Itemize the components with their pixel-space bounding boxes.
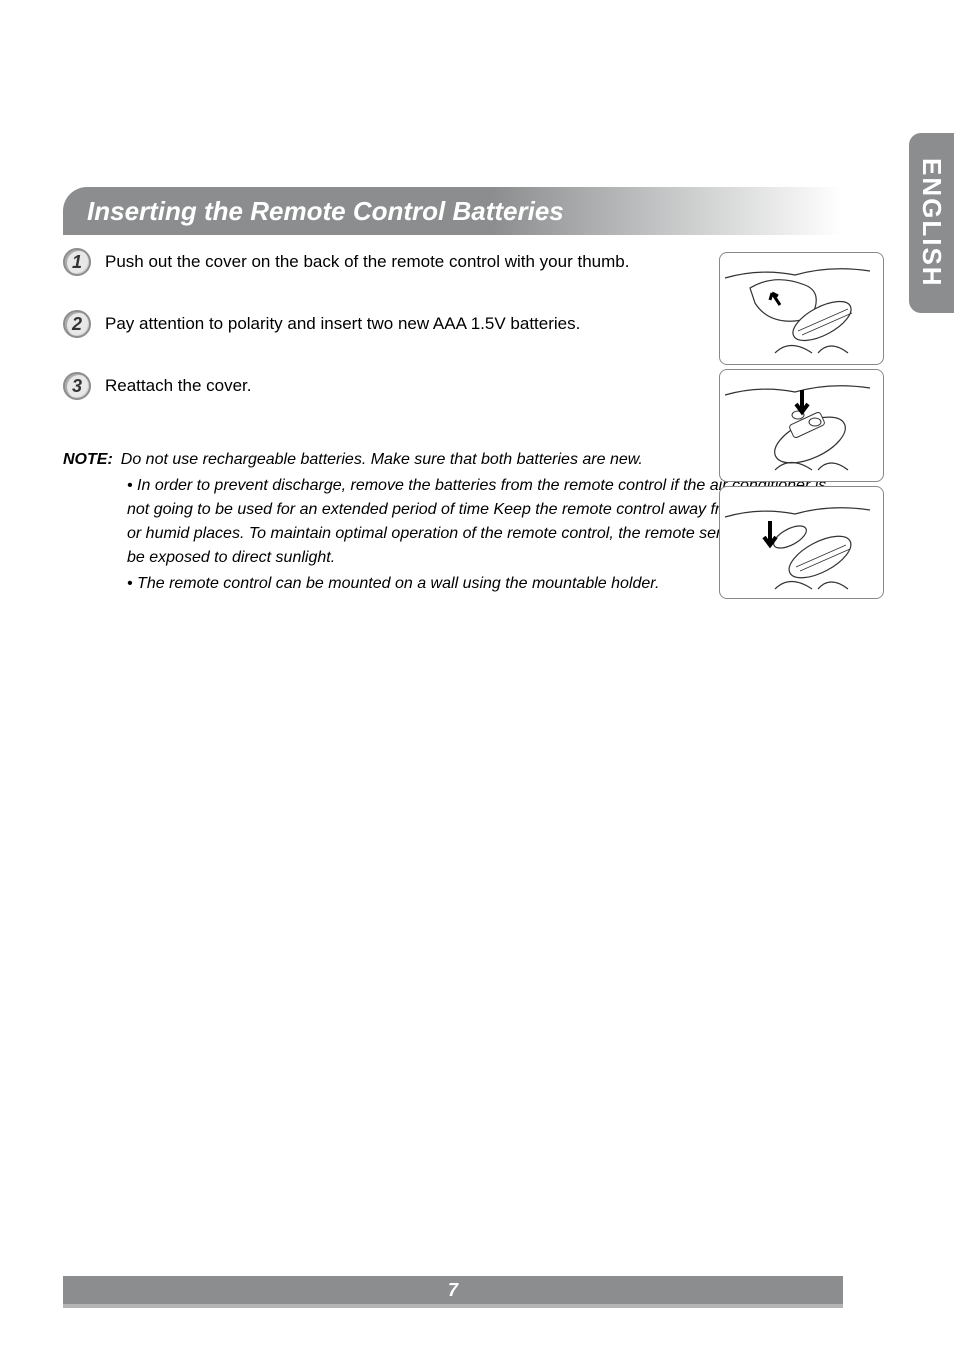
page-number: 7 [448, 1280, 458, 1301]
language-tab: ENGLISH [909, 133, 954, 313]
step-text: Reattach the cover. [105, 372, 251, 400]
step-number-badge: 3 [63, 372, 91, 400]
manual-page: ENGLISH Inserting the Remote Control Bat… [0, 0, 954, 1367]
step-row: 2 Pay attention to polarity and insert t… [63, 310, 683, 338]
step-text: Pay attention to polarity and insert two… [105, 310, 580, 338]
section-title-bar: Inserting the Remote Control Batteries [63, 187, 843, 235]
step-row: 1 Push out the cover on the back of the … [63, 248, 683, 276]
language-tab-label: ENGLISH [916, 158, 947, 288]
illustration-column [719, 252, 884, 599]
note-label: NOTE: [63, 448, 113, 472]
illustration-push-cover [719, 252, 884, 365]
note-intro-text: Do not use rechargeable batteries. Make … [121, 448, 643, 472]
illustration-reattach-cover [719, 486, 884, 599]
page-footer-bar: 7 [63, 1276, 843, 1304]
note-bullet-text: The remote control can be mounted on a w… [137, 575, 659, 592]
step-number-badge: 2 [63, 310, 91, 338]
section-title: Inserting the Remote Control Batteries [87, 196, 564, 227]
step-row: 3 Reattach the cover. [63, 372, 683, 400]
illustration-insert-batteries [719, 369, 884, 482]
step-number-badge: 1 [63, 248, 91, 276]
steps-list: 1 Push out the cover on the back of the … [63, 248, 683, 434]
step-text: Push out the cover on the back of the re… [105, 248, 629, 276]
